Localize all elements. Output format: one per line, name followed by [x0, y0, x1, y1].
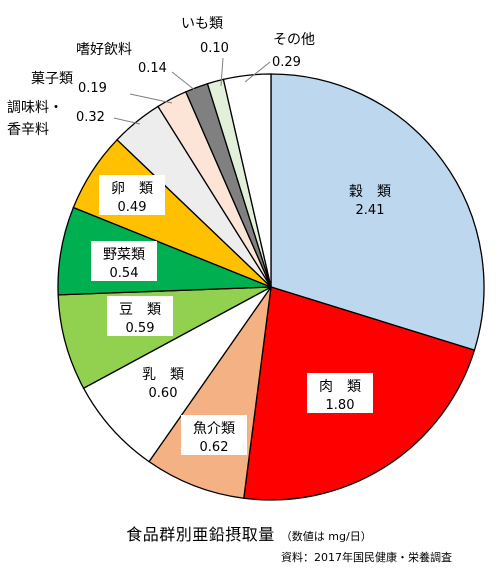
slice-label-name-3: 乳 類: [142, 367, 184, 383]
slice-label-value-1: 1.80: [326, 398, 355, 413]
chart-title: 食品群別亜鉛摂取量: [126, 525, 275, 544]
pie-slice-3: [82, 286, 272, 463]
chart-unit-note: （数値は mg/日）: [280, 530, 372, 543]
slice-label-name-8: 菓子類: [31, 71, 73, 87]
slice-label-value-3: 0.60: [149, 386, 178, 401]
leader-line-8: [129, 93, 173, 104]
chart-title-block: 食品群別亜鉛摂取量 （数値は mg/日）: [0, 521, 498, 545]
slice-label-value-2: 0.62: [200, 440, 229, 455]
slice-label-box-4: [107, 296, 173, 336]
slice-label-value-5: 0.54: [110, 266, 139, 281]
slice-label-value-9: 0.14: [138, 61, 167, 76]
chart-source: 資料：2017年国民健康・栄養調査: [281, 551, 452, 564]
slice-label-name-0: 穀 類: [349, 184, 391, 200]
slice-label-name-11: その他: [273, 32, 315, 48]
slice-label-value-10: 0.10: [200, 41, 229, 56]
slice-label-name-7-1: 香辛料: [7, 122, 49, 138]
slice-label-value-6: 0.49: [118, 200, 147, 215]
slice-label-name-2: 魚介類: [193, 421, 235, 437]
slice-label-box-2: [181, 415, 247, 455]
slice-label-name-5: 野菜類: [103, 247, 145, 263]
pie-chart: 穀 類 2.41 肉 類 1.80 魚介類 0.62 乳 類 0.60 豆 類 0.59 野菜類 0.…: [7, 16, 485, 501]
slice-label-box-5: [91, 241, 157, 281]
slice-label-name-1: 肉 類: [319, 379, 361, 395]
slice-label-name-7-0: 調味料・: [7, 100, 63, 116]
slice-label-value-8: 0.19: [78, 81, 107, 96]
pie-slice-11: [222, 73, 272, 288]
leader-line-7: [113, 117, 141, 125]
leader-line-10: [220, 57, 224, 87]
slice-label-name-9: 嗜好飲料: [76, 42, 132, 58]
slice-label-value-4: 0.59: [126, 321, 155, 336]
slice-label-box-6: [99, 175, 165, 215]
pie-slice-0: [270, 73, 485, 351]
leader-line-9: [171, 71, 197, 92]
slice-label-value-7: 0.32: [76, 110, 105, 125]
leader-line-11: [244, 61, 271, 83]
slice-label-name-10: いも類: [181, 16, 223, 32]
slice-label-name-4: 豆 類: [119, 302, 161, 318]
slice-label-value-11: 0.29: [272, 55, 301, 70]
slice-label-box-1: [307, 373, 373, 413]
slice-label-value-0: 2.41: [356, 203, 385, 218]
slice-label-name-6: 卵 類: [111, 181, 153, 197]
